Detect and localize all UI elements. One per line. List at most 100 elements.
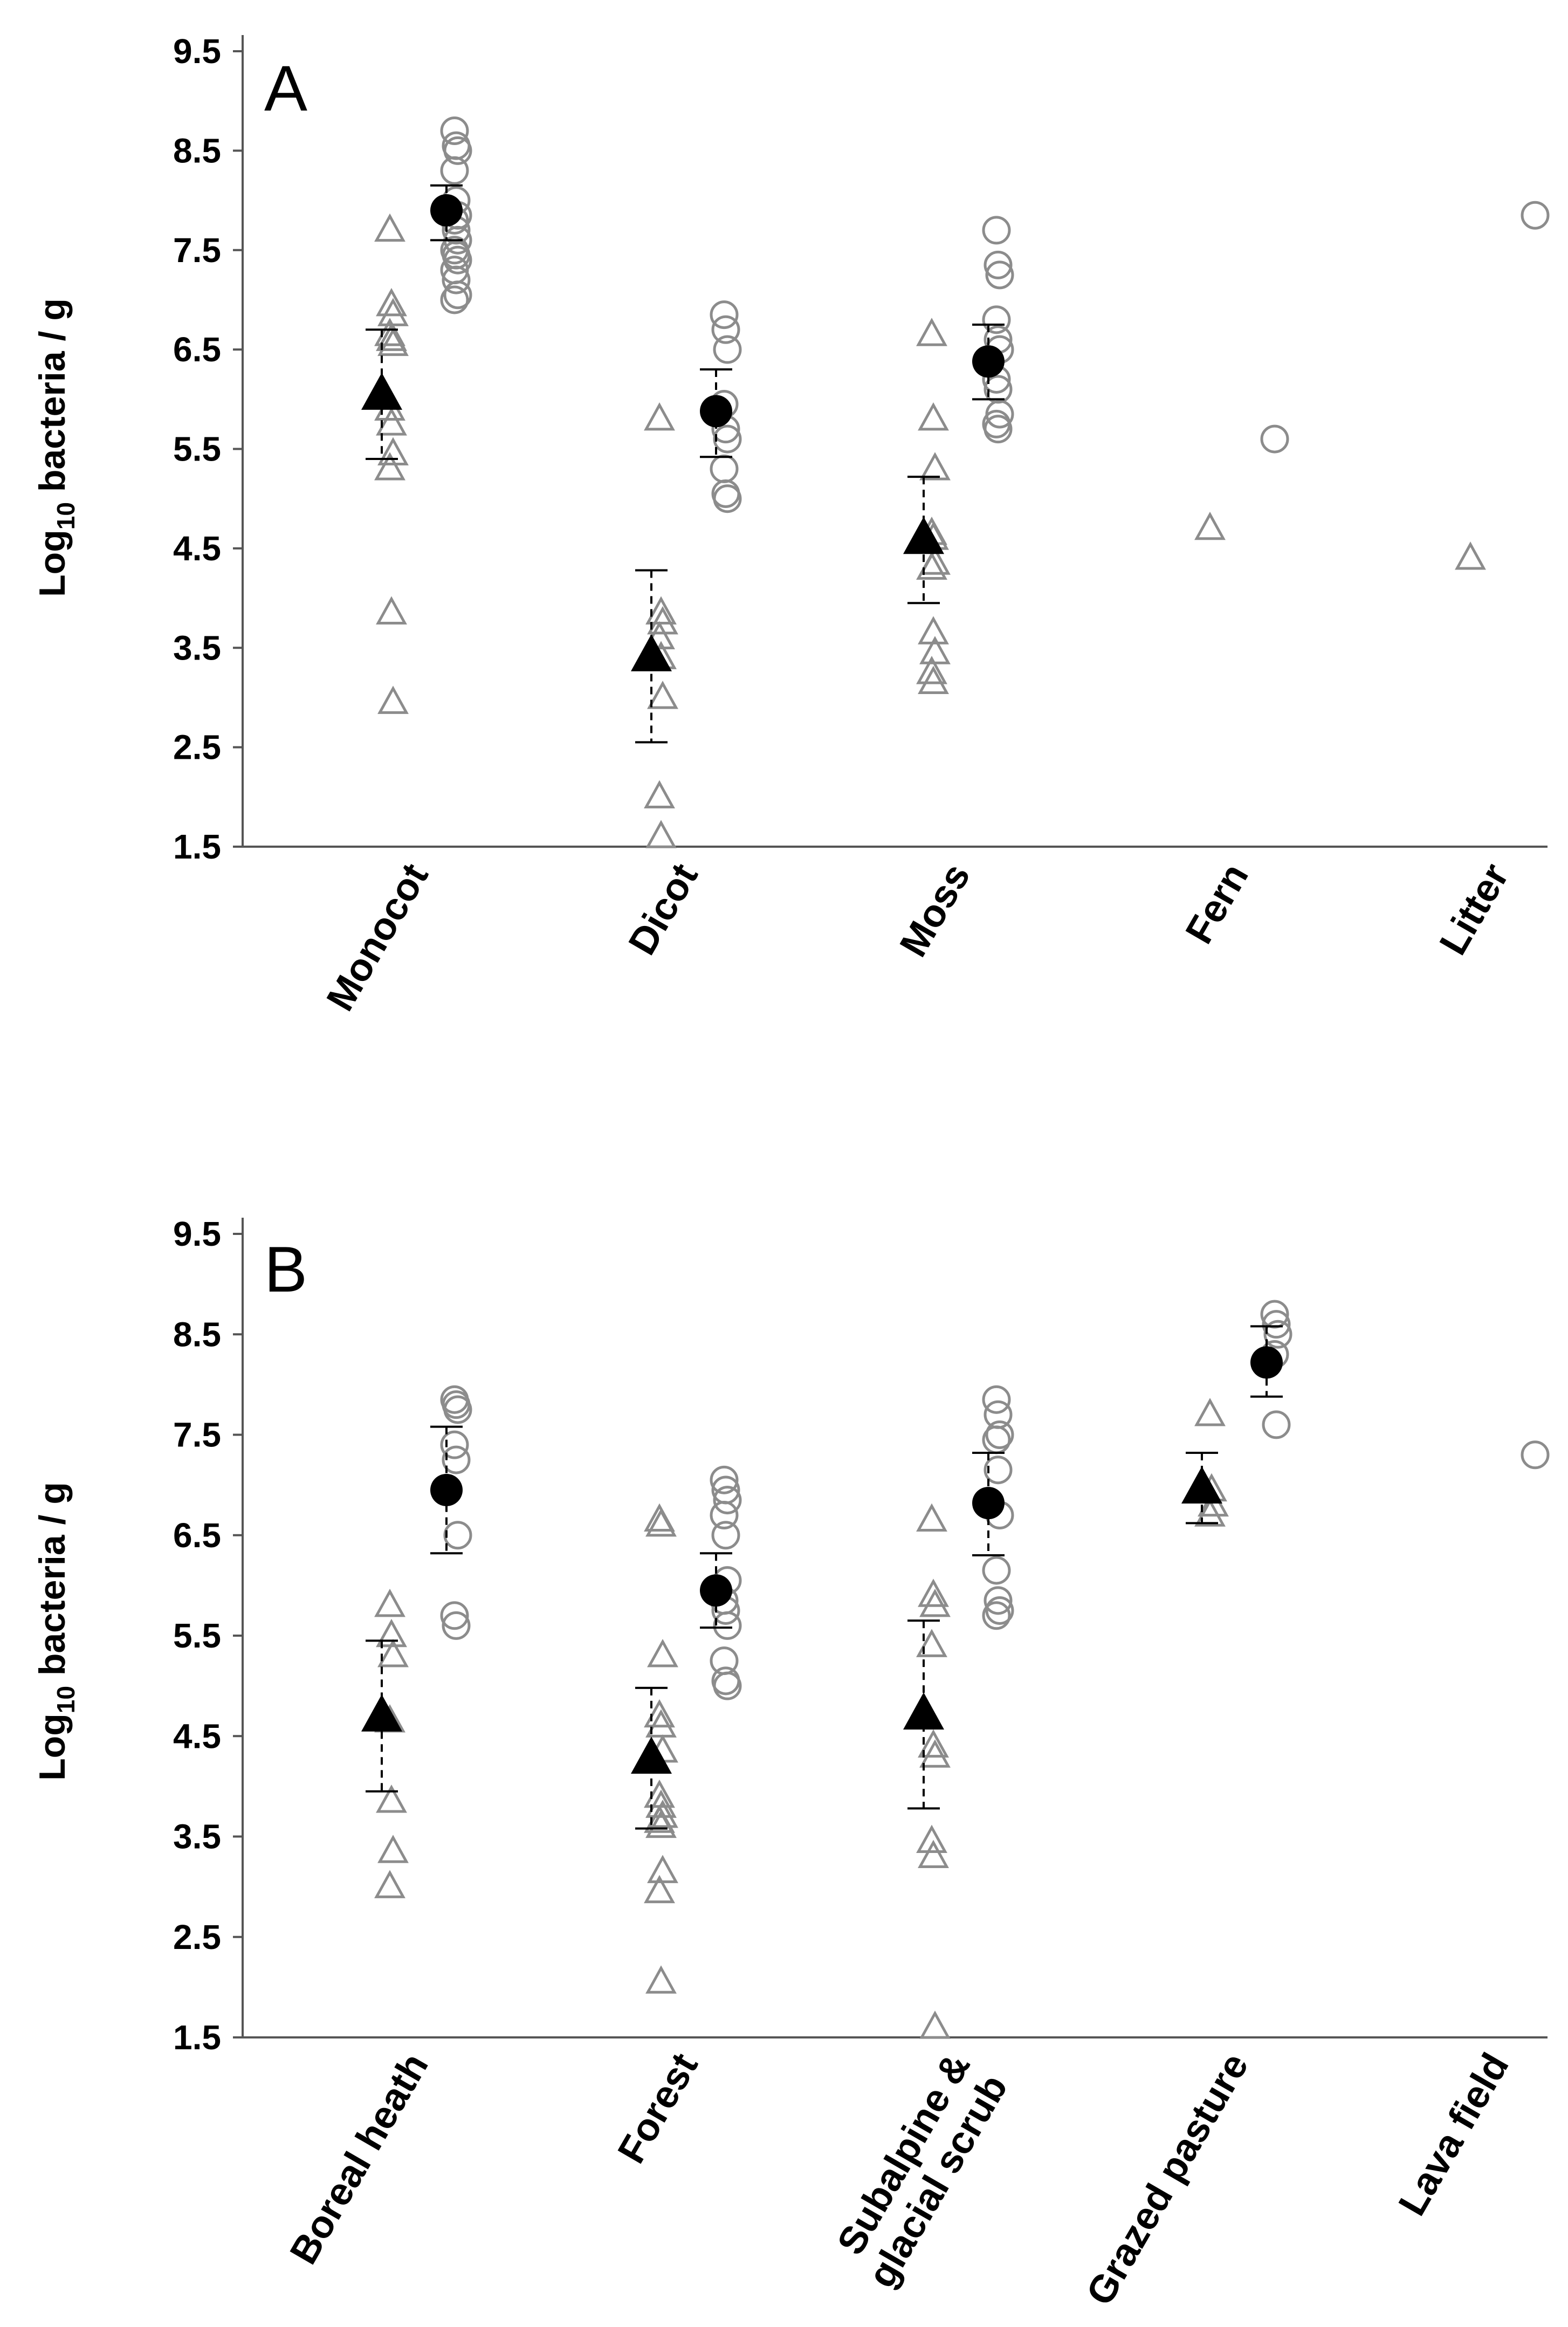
open-circle-point	[440, 285, 469, 314]
open-triangle-point	[376, 1784, 407, 1813]
open-circle-point	[440, 1430, 469, 1459]
open-triangle-point	[918, 1839, 949, 1868]
open-circle-point	[1262, 1410, 1291, 1439]
y-tick-label: 7.5	[173, 1416, 221, 1454]
y-tick-label: 9.5	[173, 32, 221, 71]
open-triangle-point	[376, 596, 407, 624]
open-circle-point	[713, 1611, 742, 1640]
open-circle-point	[984, 250, 1013, 279]
y-tick-label: 5.5	[173, 430, 221, 469]
open-triangle-point	[918, 1729, 949, 1758]
category-label: Dicot	[621, 856, 706, 962]
open-circle-point	[442, 265, 471, 294]
y-tick-label: 7.5	[173, 231, 221, 270]
y-tick-label: 9.5	[173, 1214, 221, 1253]
open-triangle-point	[916, 1629, 947, 1657]
open-circle-point	[713, 424, 742, 454]
y-tick-label: 3.5	[173, 1817, 221, 1856]
category-label: Subalpine &glacial scrub	[822, 2046, 1016, 2295]
open-circle-point	[713, 1486, 742, 1515]
open-circle-point	[984, 415, 1013, 444]
open-triangle-point	[919, 452, 951, 480]
open-circle-point	[984, 1586, 1013, 1615]
open-triangle-point	[1455, 541, 1486, 570]
open-triangle-point	[916, 551, 947, 580]
open-triangle-point	[919, 1588, 951, 1617]
open-circle-point	[711, 315, 740, 344]
open-triangle-point	[374, 1870, 405, 1898]
open-triangle-point	[376, 407, 407, 436]
mean-circle-point	[972, 345, 1005, 378]
mean-circle-point	[700, 395, 732, 428]
open-triangle-point	[374, 452, 405, 480]
open-triangle-point	[647, 606, 678, 635]
open-circle-point	[443, 1521, 472, 1550]
open-triangle-point	[645, 1709, 677, 1738]
open-circle-point	[443, 280, 472, 310]
open-circle-point	[982, 305, 1011, 334]
category-label: Litter	[1432, 856, 1517, 962]
y-axis-label: Log10 bacteria / g	[32, 1482, 80, 1781]
y-tick-label: 1.5	[173, 2018, 221, 2057]
mean-triangle-point	[903, 1692, 944, 1730]
open-circle-point	[442, 1611, 471, 1640]
mean-triangle-point	[631, 1736, 672, 1774]
y-tick-label: 3.5	[173, 628, 221, 667]
open-triangle-point	[1194, 511, 1226, 540]
open-triangle-point	[918, 1578, 949, 1607]
panel-letter: A	[264, 52, 307, 125]
mean-circle-point	[972, 1487, 1005, 1520]
open-triangle-point	[918, 665, 949, 694]
open-triangle-point	[645, 1508, 677, 1537]
mean-triangle-point	[361, 373, 402, 410]
y-tick-label: 6.5	[173, 330, 221, 369]
mean-triangle-point	[1181, 1466, 1222, 1504]
open-triangle-point	[377, 327, 409, 356]
panel-letter: B	[264, 1233, 307, 1306]
y-axis-label: Log10 bacteria / g	[32, 298, 80, 597]
open-triangle-point	[916, 1824, 947, 1854]
open-circle-point	[985, 260, 1014, 290]
open-circle-point	[982, 1601, 1011, 1630]
open-triangle-point	[376, 287, 407, 317]
open-triangle-point	[645, 1965, 677, 1994]
mean-triangle-point	[903, 517, 944, 554]
open-triangle-point	[919, 2010, 951, 2039]
y-tick-label: 5.5	[173, 1616, 221, 1655]
y-tick-label: 8.5	[173, 1315, 221, 1354]
open-triangle-point	[645, 596, 677, 624]
open-circle-point	[984, 1456, 1013, 1485]
open-circle-point	[710, 1465, 739, 1494]
open-triangle-point	[1194, 1398, 1226, 1426]
open-circle-point	[713, 484, 742, 513]
open-triangle-point	[644, 780, 675, 809]
mean-triangle-point	[361, 1694, 402, 1732]
open-triangle-point	[647, 681, 678, 709]
category-label: Moss	[892, 856, 979, 964]
mean-circle-point	[430, 194, 463, 226]
category-label: Monocot	[319, 856, 437, 1018]
open-circle-point	[1260, 424, 1289, 454]
open-triangle-point	[916, 318, 947, 346]
open-triangle-point	[377, 685, 409, 714]
category-label: Grazed pasture	[1078, 2046, 1256, 2312]
open-triangle-point	[645, 1809, 677, 1838]
open-triangle-point	[647, 1855, 678, 1883]
open-circle-point	[985, 1596, 1014, 1625]
category-label: Boreal heath	[282, 2046, 437, 2271]
open-triangle-point	[644, 1875, 675, 1904]
open-circle-point	[1521, 201, 1550, 230]
open-triangle-point	[377, 1835, 409, 1863]
open-triangle-point	[647, 1639, 678, 1667]
open-triangle-point	[916, 1503, 947, 1532]
y-tick-label: 4.5	[173, 529, 221, 568]
open-triangle-point	[377, 437, 409, 465]
y-tick-label: 2.5	[173, 1918, 221, 1957]
open-circle-point	[1521, 1440, 1550, 1470]
open-circle-point	[985, 1420, 1014, 1449]
open-triangle-point	[374, 213, 405, 242]
open-circle-point	[982, 1385, 1011, 1414]
open-circle-point	[710, 1501, 739, 1529]
open-triangle-point	[916, 656, 947, 684]
open-circle-point	[440, 116, 469, 145]
